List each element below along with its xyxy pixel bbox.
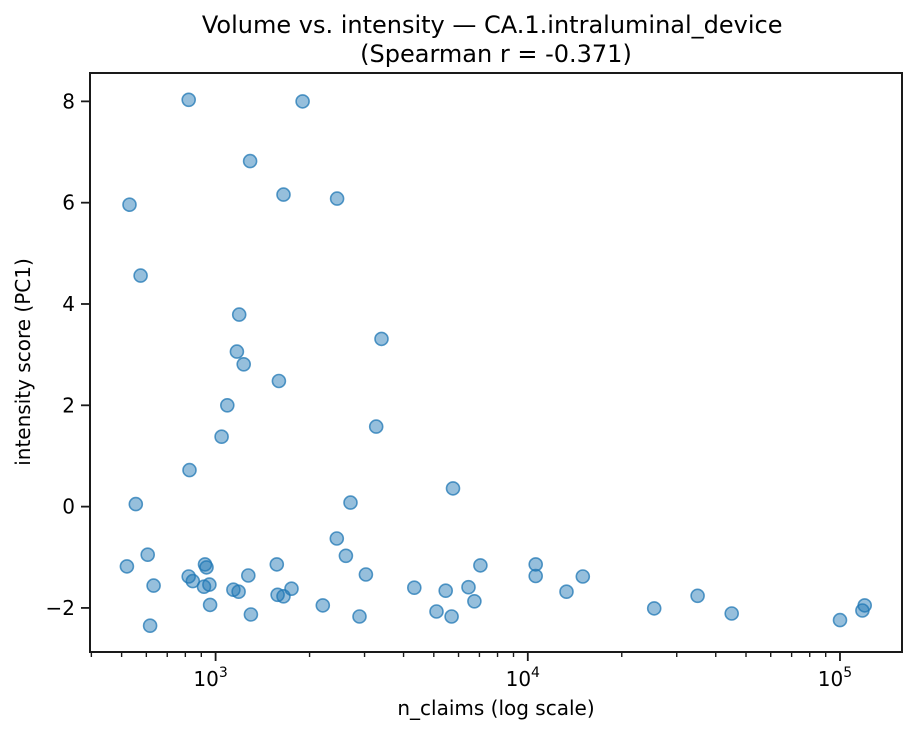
data-point <box>142 618 158 634</box>
data-point <box>352 609 367 624</box>
plot-area-border <box>89 72 903 653</box>
data-point <box>182 462 197 478</box>
x-axis-major-ticks: 103 104 105 <box>193 652 852 691</box>
data-point <box>338 548 354 564</box>
data-point <box>122 197 137 212</box>
x-axis-label: n_claims (log scale) <box>397 696 594 720</box>
data-point <box>269 557 285 572</box>
x-tick-label: 103 <box>193 665 227 691</box>
data-point <box>343 495 358 510</box>
data-point <box>467 593 482 609</box>
data-point <box>128 496 144 512</box>
data-point <box>438 583 454 599</box>
chart-title: Volume vs. intensity — CA.1.intraluminal… <box>202 11 790 68</box>
data-point <box>445 481 461 496</box>
data-point <box>358 567 374 582</box>
data-point <box>236 356 251 372</box>
data-point <box>444 609 459 624</box>
data-point <box>119 559 135 574</box>
chart-title-line2: (Spearman r = -0.371) <box>360 40 632 68</box>
data-point <box>202 597 218 613</box>
data-point <box>646 601 662 616</box>
data-point <box>241 568 256 583</box>
data-point <box>181 92 196 108</box>
data-point <box>231 307 247 322</box>
y-tick-label: 4 <box>62 292 75 316</box>
data-point <box>832 612 848 628</box>
data-point <box>295 94 310 109</box>
data-point <box>406 580 422 596</box>
data-point <box>461 579 476 595</box>
data-point <box>368 419 384 434</box>
data-point <box>140 547 155 563</box>
data-point <box>473 558 488 573</box>
data-point <box>276 588 291 604</box>
x-tick-label: 105 <box>818 665 852 691</box>
data-point <box>196 579 212 595</box>
y-axis-ticks: 8 6 4 2 0 −2 <box>46 89 90 620</box>
y-tick-label: −2 <box>46 596 75 620</box>
data-point <box>185 573 201 589</box>
data-point <box>528 557 544 572</box>
data-point <box>146 578 161 593</box>
scatter-points <box>119 92 873 634</box>
data-point <box>243 607 259 622</box>
data-point <box>559 584 574 600</box>
chart-title-line1: Volume vs. intensity — CA.1.intraluminal… <box>202 11 783 39</box>
data-point <box>857 598 873 613</box>
data-point <box>229 344 245 359</box>
y-tick-label: 6 <box>62 191 75 215</box>
data-point <box>220 397 235 413</box>
data-point <box>199 560 214 575</box>
data-point <box>133 268 148 283</box>
y-tick-label: 0 <box>62 495 75 519</box>
data-point <box>214 429 229 445</box>
data-point <box>724 606 740 621</box>
y-tick-label: 2 <box>62 393 75 417</box>
data-point <box>242 153 258 169</box>
data-point <box>374 331 389 347</box>
data-point <box>276 187 291 202</box>
data-point <box>690 588 705 604</box>
data-point <box>575 569 591 584</box>
x-tick-label: 104 <box>506 665 540 691</box>
data-point <box>315 598 331 613</box>
data-point <box>231 584 246 600</box>
data-point <box>329 191 345 206</box>
y-tick-label: 8 <box>62 89 75 113</box>
data-point <box>528 568 544 584</box>
data-point <box>271 373 287 389</box>
y-axis-label: intensity score (PC1) <box>11 258 35 466</box>
data-point <box>329 531 345 546</box>
data-point <box>429 604 444 619</box>
